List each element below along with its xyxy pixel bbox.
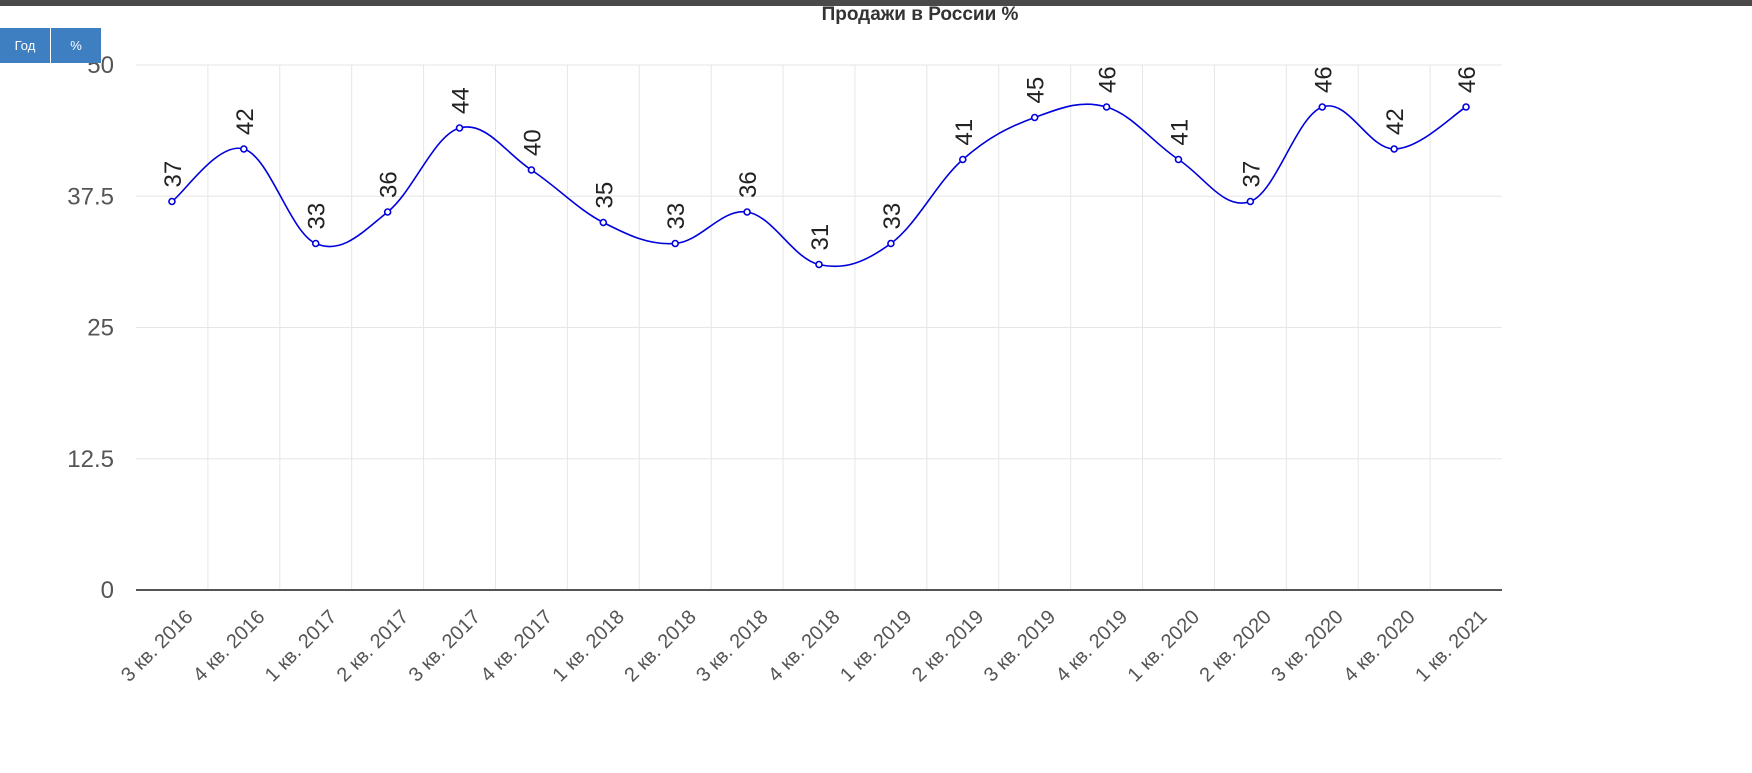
x-tick-label: 2 кв. 2018 xyxy=(620,606,700,686)
x-tick-label: 3 кв. 2019 xyxy=(980,606,1060,686)
data-label: 37 xyxy=(160,161,187,188)
y-tick-label: 0 xyxy=(101,577,114,604)
data-label: 36 xyxy=(735,171,762,198)
x-tick-label: 2 кв. 2019 xyxy=(908,606,988,686)
data-label: 46 xyxy=(1310,66,1337,93)
x-tick-label: 3 кв. 2017 xyxy=(405,606,485,686)
chart-title: Продажи в России % xyxy=(821,4,1019,25)
data-label: 44 xyxy=(448,87,475,114)
y-tick-label: 25 xyxy=(87,315,114,342)
data-label: 42 xyxy=(232,108,259,135)
x-tick-label: 4 кв. 2020 xyxy=(1339,606,1419,686)
data-label: 35 xyxy=(591,182,618,209)
x-tick-label: 3 кв. 2016 xyxy=(117,606,197,686)
data-label: 31 xyxy=(807,224,834,251)
data-label: 46 xyxy=(1454,66,1481,93)
x-tick-label: 3 кв. 2018 xyxy=(692,606,772,686)
data-point xyxy=(240,145,248,153)
data-label: 41 xyxy=(1166,119,1193,146)
data-point xyxy=(527,166,536,174)
year-button[interactable]: Год xyxy=(0,28,51,63)
x-tick-label: 2 кв. 2017 xyxy=(333,606,413,686)
data-label: 42 xyxy=(1382,108,1409,135)
data-point xyxy=(1102,103,1111,111)
y-tick-label: 12.5 xyxy=(67,446,114,473)
browser-bookmarks-strip xyxy=(0,0,1752,6)
data-label: 36 xyxy=(376,171,403,198)
data-label: 41 xyxy=(951,119,978,146)
y-tick-label: 37.5 xyxy=(67,183,114,210)
x-tick-label: 1 кв. 2018 xyxy=(548,606,628,686)
x-tick-label: 1 кв. 2019 xyxy=(836,606,916,686)
data-point xyxy=(311,239,320,248)
x-tick-label: 1 кв. 2020 xyxy=(1124,606,1204,686)
period-toggle-group: Год % xyxy=(0,28,102,63)
x-tick-label: 4 кв. 2016 xyxy=(189,606,269,686)
data-point xyxy=(815,260,823,269)
x-tick-label: 1 кв. 2021 xyxy=(1411,606,1491,686)
data-point xyxy=(168,197,176,206)
x-tick-label: 3 кв. 2020 xyxy=(1267,606,1347,686)
data-point xyxy=(743,208,751,216)
data-point xyxy=(1390,145,1398,153)
data-label: 33 xyxy=(304,203,331,230)
data-point xyxy=(1318,103,1327,111)
data-point xyxy=(599,218,608,227)
data-label: 33 xyxy=(879,203,906,230)
data-point xyxy=(671,239,680,248)
data-point xyxy=(1246,197,1255,206)
data-point xyxy=(958,155,967,164)
x-tick-label: 4 кв. 2019 xyxy=(1052,606,1132,686)
data-point xyxy=(1462,103,1470,111)
data-point xyxy=(383,208,392,216)
x-tick-label: 4 кв. 2017 xyxy=(477,606,557,686)
data-label: 45 xyxy=(1023,77,1050,104)
data-label: 33 xyxy=(663,203,690,230)
data-point xyxy=(887,239,895,248)
x-tick-label: 1 кв. 2017 xyxy=(261,606,341,686)
x-tick-label: 4 кв. 2018 xyxy=(764,606,844,686)
data-label: 37 xyxy=(1238,161,1265,188)
data-point xyxy=(1174,155,1183,164)
data-point xyxy=(1030,113,1039,122)
data-point xyxy=(455,124,464,132)
data-label: 40 xyxy=(519,129,546,156)
x-tick-label: 2 кв. 2020 xyxy=(1196,606,1276,686)
percent-button[interactable]: % xyxy=(51,28,102,63)
data-label: 46 xyxy=(1095,66,1122,93)
